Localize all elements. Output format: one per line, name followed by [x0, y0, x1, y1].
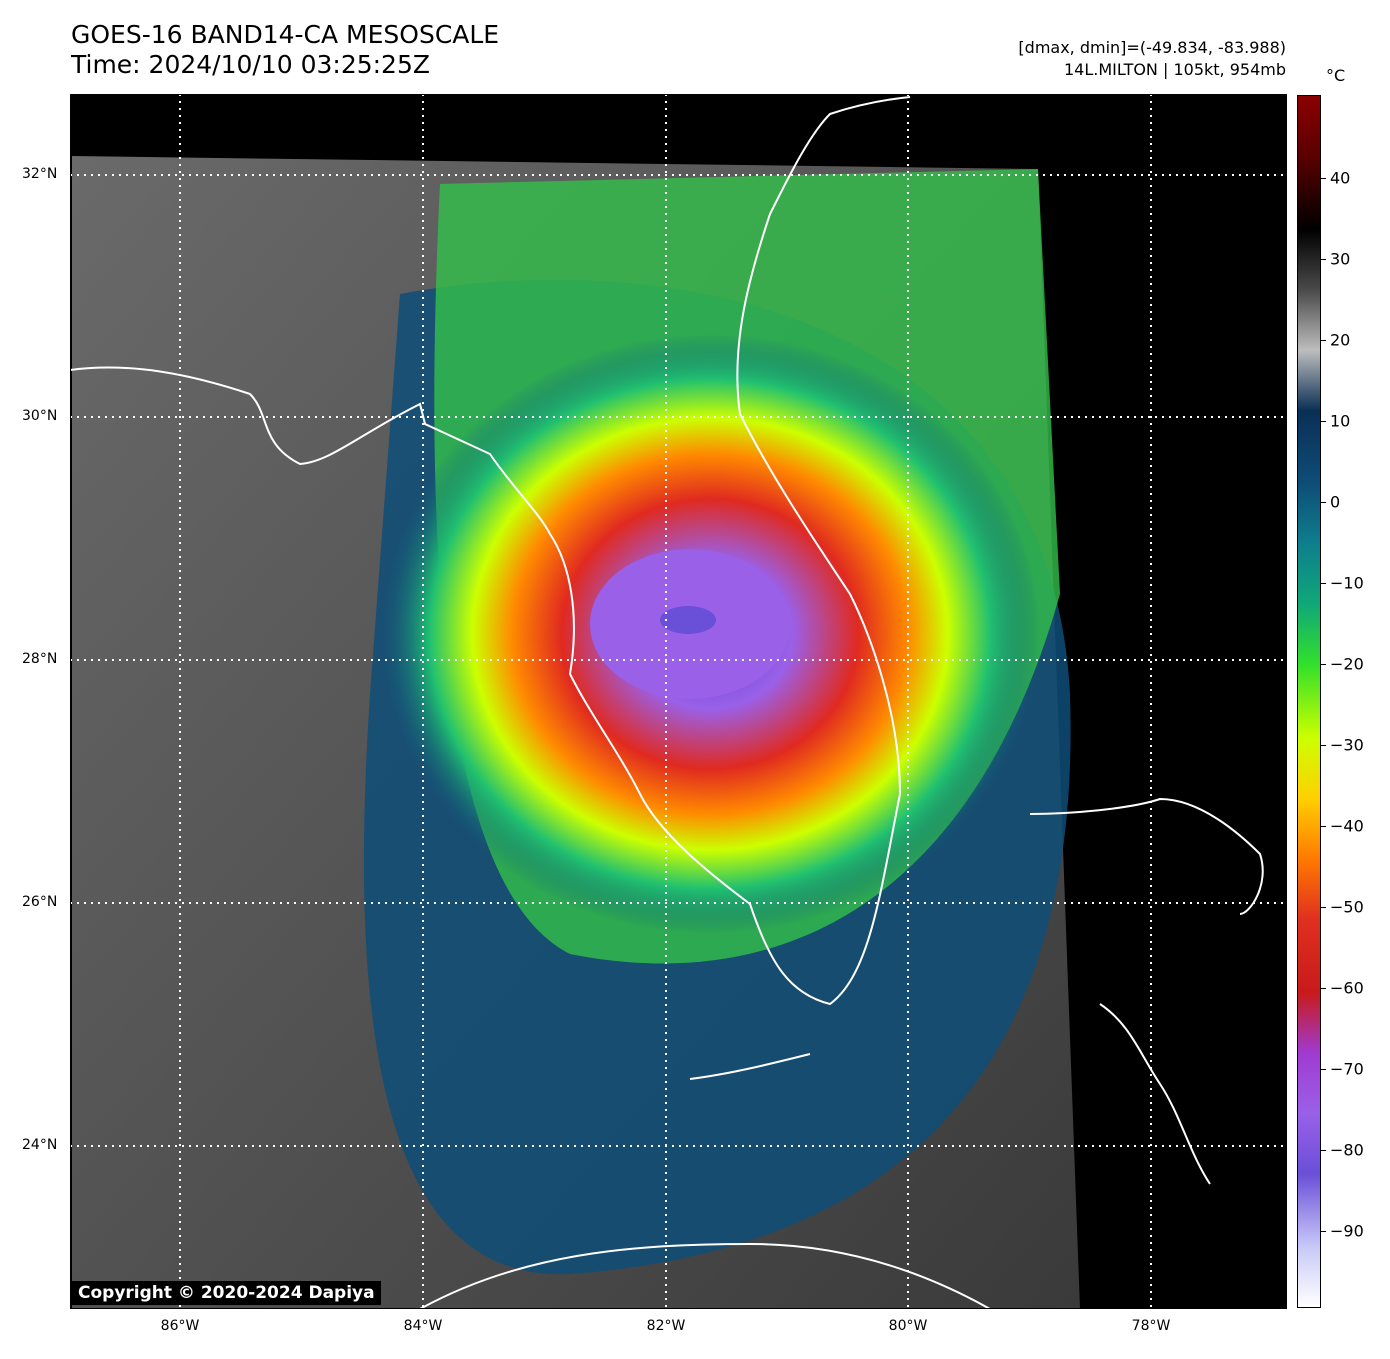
colorbar-tick — [1321, 1069, 1326, 1070]
lon-label-86: 86°W — [160, 1318, 200, 1334]
map-frame — [70, 94, 1287, 1309]
keys-coast — [689, 1053, 811, 1080]
colorbar-label-30: 30 — [1330, 249, 1351, 269]
lat-label-24: 24°N — [22, 1137, 58, 1153]
range-text: [dmax, dmin]=(-49.834, -83.988) — [1018, 38, 1286, 57]
satellite-map — [70, 94, 1287, 1309]
meta-block: [dmax, dmin]=(-49.834, -83.988) 14L.MILT… — [1018, 37, 1286, 81]
map-time: Time: 2024/10/10 03:25:25Z — [71, 50, 430, 79]
colorbar-tick — [1321, 826, 1326, 827]
colorbar-tick — [1321, 1231, 1326, 1232]
andros-coast — [1099, 1003, 1211, 1185]
colorbar-tick — [1321, 583, 1326, 584]
colorbar-label-m10: −10 — [1330, 573, 1364, 593]
colorbar-label-m70: −70 — [1330, 1059, 1364, 1079]
colorbar-tick — [1321, 988, 1326, 989]
colorbar-label-m90: −90 — [1330, 1221, 1364, 1241]
lon-label-82: 82°W — [646, 1318, 686, 1334]
storm-info: 14L.MILTON | 105kt, 954mb — [1063, 60, 1286, 79]
colorbar-tick — [1321, 745, 1326, 746]
bahamas-coast — [1029, 797, 1264, 915]
colorbar-tick — [1321, 259, 1326, 260]
colorbar-label-10: 10 — [1330, 411, 1351, 431]
eye-region — [660, 606, 716, 634]
map-title: GOES-16 BAND14-CA MESOSCALE — [71, 20, 500, 49]
colorbar-label-m50: −50 — [1330, 897, 1364, 917]
colorbar-tick — [1321, 1150, 1326, 1151]
lon-label-80: 80°W — [888, 1318, 928, 1334]
colorbar-tick — [1321, 421, 1326, 422]
colorbar-label-20: 20 — [1330, 330, 1351, 350]
colorbar-tick — [1321, 340, 1326, 341]
colorbar-label-m20: −20 — [1330, 654, 1364, 674]
colorbar — [1297, 95, 1321, 1308]
colorbar-unit: °C — [1326, 66, 1346, 85]
colorbar-tick — [1321, 907, 1326, 908]
colorbar-label-40: 40 — [1330, 168, 1351, 188]
colorbar-label-m30: −30 — [1330, 735, 1364, 755]
lon-label-78: 78°W — [1131, 1318, 1171, 1334]
lat-label-30: 30°N — [22, 408, 58, 424]
title-block: GOES-16 BAND14-CA MESOSCALE Time: 2024/1… — [71, 20, 499, 80]
lat-label-28: 28°N — [22, 651, 58, 667]
colorbar-tick — [1321, 664, 1326, 665]
lat-label-26: 26°N — [22, 894, 58, 910]
colorbar-label-m60: −60 — [1330, 978, 1364, 998]
coastlines — [70, 96, 1264, 1309]
lat-label-32: 32°N — [22, 166, 58, 182]
colorbar-label-m40: −40 — [1330, 816, 1364, 836]
colorbar-tick — [1321, 178, 1326, 179]
florida-coast — [70, 96, 911, 1006]
colorbar-tick — [1321, 502, 1326, 503]
lon-label-84: 84°W — [403, 1318, 443, 1334]
copyright-badge: Copyright © 2020-2024 Dapiya — [72, 1281, 381, 1305]
colorbar-label-m80: −80 — [1330, 1140, 1364, 1160]
colorbar-label-0: 0 — [1330, 492, 1341, 512]
